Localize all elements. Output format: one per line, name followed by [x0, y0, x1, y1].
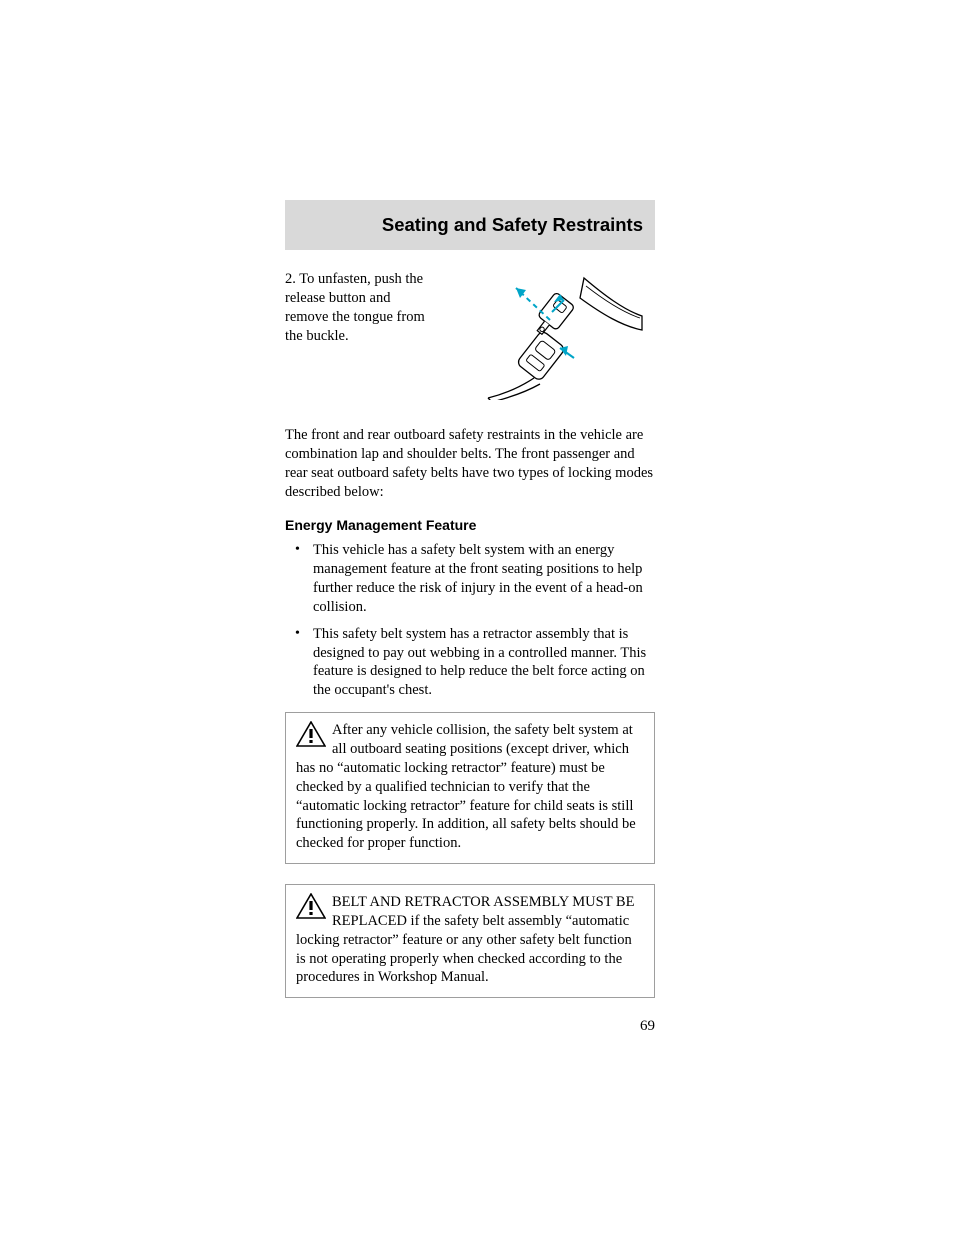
list-item: This safety belt system has a retractor …	[303, 625, 655, 700]
warning-icon	[296, 721, 326, 747]
bullet-list: This vehicle has a safety belt system wi…	[285, 541, 655, 700]
step-2-text: 2. To unfasten, push the release button …	[285, 270, 435, 345]
warning-icon	[296, 893, 326, 919]
chapter-title: Seating and Safety Restraints	[382, 214, 643, 235]
warning-box-2: BELT AND RETRACTOR ASSEMBLY MUST BE REPL…	[285, 884, 655, 998]
chapter-title-band: Seating and Safety Restraints	[285, 200, 655, 250]
warning-content: After any vehicle collision, the safety …	[296, 721, 644, 853]
warning-text: After any vehicle collision, the safety …	[296, 722, 636, 851]
warning-text: BELT AND RETRACTOR ASSEMBLY MUST BE REPL…	[296, 894, 634, 985]
buckle-figure	[453, 270, 655, 400]
warning-box-1: After any vehicle collision, the safety …	[285, 712, 655, 864]
warning-content: BELT AND RETRACTOR ASSEMBLY MUST BE REPL…	[296, 893, 644, 987]
list-item: This vehicle has a safety belt system wi…	[303, 541, 655, 616]
intro-paragraph: The front and rear outboard safety restr…	[285, 426, 655, 501]
subheading-energy: Energy Management Feature	[285, 517, 655, 533]
page-number: 69	[285, 1018, 655, 1035]
step-row: 2. To unfasten, push the release button …	[285, 270, 655, 400]
page-content: Seating and Safety Restraints 2. To unfa…	[285, 200, 655, 1035]
